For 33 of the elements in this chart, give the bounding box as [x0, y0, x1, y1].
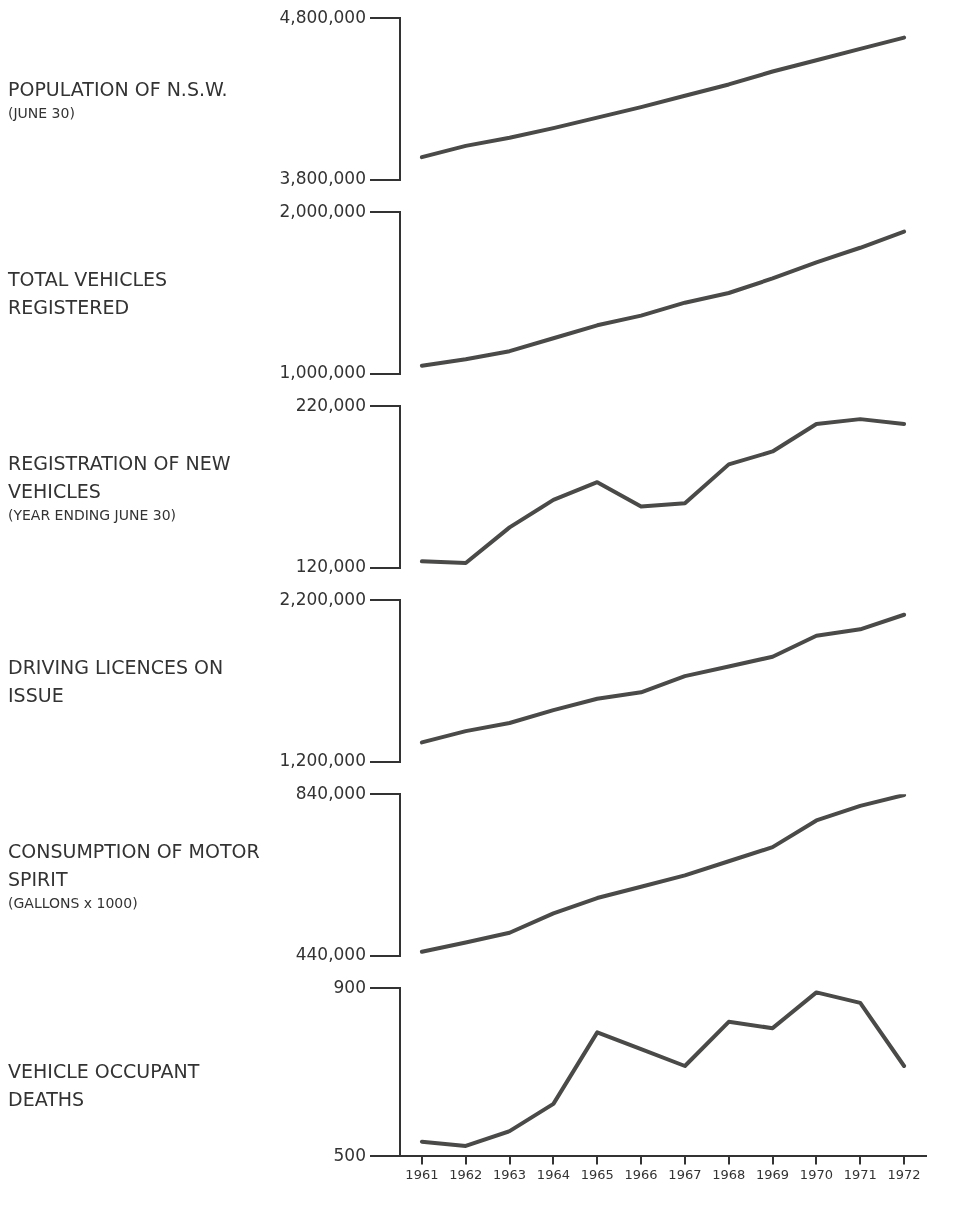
x-tick-label: 1963 [493, 1166, 527, 1182]
x-tick-label: 1972 [887, 1166, 921, 1182]
x-tick-label: 1970 [799, 1166, 833, 1182]
y-tick-label: 3,800,000 [279, 168, 366, 189]
y-tick-label: 4,800,000 [279, 6, 366, 27]
text: (GALLONS x 1000) [8, 894, 139, 913]
text: (JUNE 30) [8, 104, 76, 123]
y-tick-label: 2,200,000 [279, 588, 366, 609]
y-tick-label: 900 [333, 976, 366, 997]
x-tick-label: 1971 [843, 1166, 877, 1182]
x-tick-label: 1968 [712, 1166, 746, 1182]
y-axis-title: DRIVING LICENCES ON ISSUE [8, 655, 225, 708]
y-tick-label: 440,000 [295, 944, 366, 965]
y-axis-title: REGISTRATION OF NEW VEHICLES [8, 451, 232, 504]
text: (YEAR ENDING JUNE 30) [8, 506, 178, 525]
y-tick-label: 220,000 [295, 394, 366, 415]
y-axis-title: TOTAL VEHICLES REGISTERED [8, 267, 169, 320]
x-tick-label: 1967 [668, 1166, 702, 1182]
y-axis-title: CONSUMPTION OF MOTOR SPIRIT [8, 839, 260, 892]
y-tick-label: 1,200,000 [279, 750, 366, 771]
x-tick-label: 1964 [536, 1166, 570, 1182]
y-tick-label: 500 [333, 1144, 366, 1165]
x-tick-label: 1962 [449, 1166, 483, 1182]
y-axis-title: POPULATION OF N.S.W. [8, 77, 229, 102]
y-tick-label: 840,000 [295, 782, 366, 803]
x-tick-label: 1969 [756, 1166, 790, 1182]
x-tick-label: 1965 [580, 1166, 614, 1182]
y-axis-title: VEHICLE OCCUPANT DEATHS [8, 1059, 201, 1112]
y-tick-label: 120,000 [295, 556, 366, 577]
y-tick-label: 2,000,000 [279, 200, 366, 221]
y-tick-label: 1,000,000 [279, 362, 366, 383]
x-tick-label: 1966 [624, 1166, 658, 1182]
x-tick-label: 1961 [405, 1166, 439, 1182]
